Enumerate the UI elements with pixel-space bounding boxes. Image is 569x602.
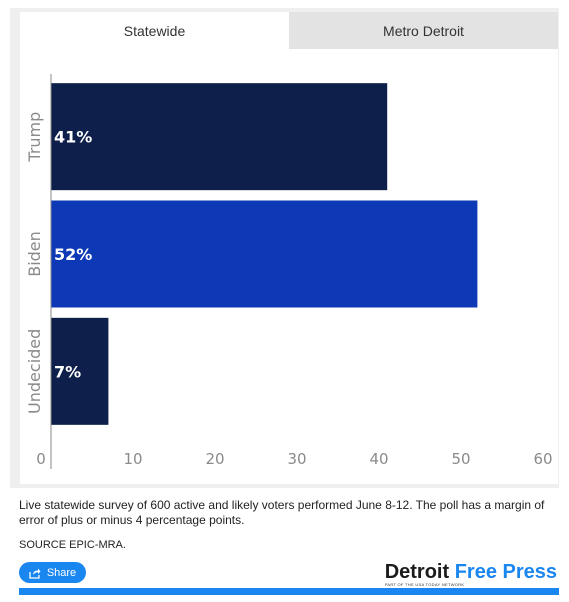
tab-metro-detroit[interactable]: Metro Detroit (289, 12, 558, 49)
bar-chart: 41% Trump 52% Biden 7% Undecided 0 10 20 30 40 50 60 (25, 74, 553, 469)
bottom-accent-bar (19, 588, 559, 595)
chart-source: SOURCE EPIC-MRA. (19, 539, 126, 551)
bar-biden (51, 200, 478, 308)
brand-logo: Detroit Free Press PART OF THE USA TODAY… (385, 562, 557, 587)
bar-value-label: 41% (54, 128, 92, 147)
bar-undecided (51, 317, 109, 425)
x-tick-label: 10 (123, 450, 142, 468)
brand-name-accent: Free Press (454, 561, 557, 583)
x-tick-label: 20 (205, 450, 224, 468)
brand-name-dark: Detroit (384, 561, 450, 583)
share-icon (29, 568, 41, 579)
plot-area: 41% Trump 52% Biden 7% Undecided 0 10 20 30 40 50 60 (20, 49, 558, 484)
x-tick-label: 40 (369, 450, 388, 468)
tab-statewide[interactable]: Statewide (20, 12, 289, 49)
tab-bar: Statewide Metro Detroit (20, 12, 558, 49)
chart-note: Live statewide survey of 600 active and … (19, 498, 545, 527)
bar-trump (51, 83, 388, 191)
bar-value-label: 7% (54, 362, 81, 381)
share-label: Share (46, 566, 77, 579)
x-tick-label: 60 (533, 450, 552, 468)
share-button[interactable]: Share (19, 562, 86, 583)
category-label: Trump (25, 112, 44, 163)
category-label: Undecided (25, 329, 44, 414)
bar-value-label: 52% (54, 245, 92, 264)
brand-tagline: PART OF THE USA TODAY NETWORK (384, 582, 465, 587)
x-tick-label: 50 (451, 450, 470, 468)
category-label: Biden (25, 231, 44, 277)
x-tick-label: 30 (287, 450, 306, 468)
x-tick-label: 0 (36, 450, 46, 468)
